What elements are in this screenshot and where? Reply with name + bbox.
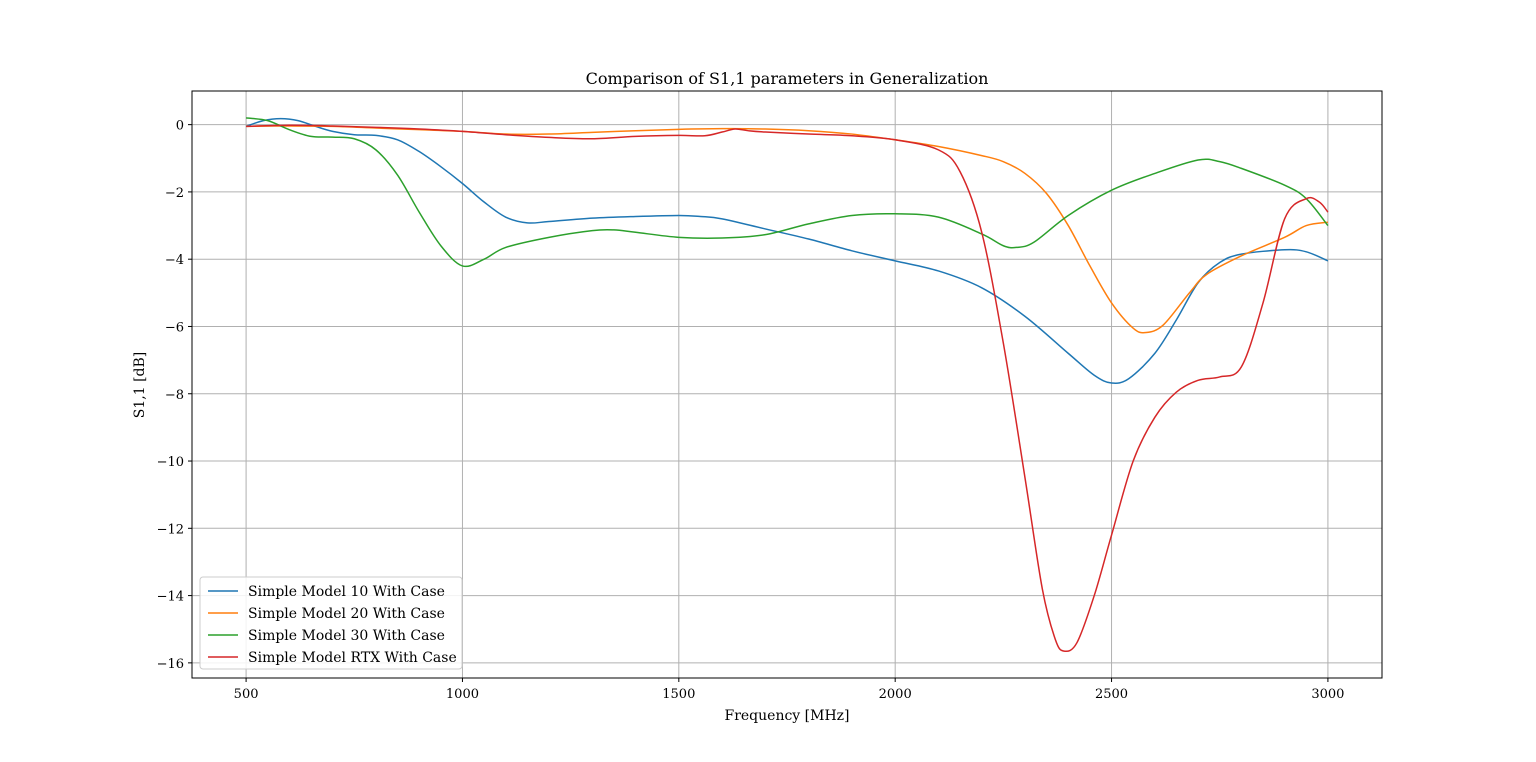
x-tick-label: 2500 [1095, 687, 1128, 702]
series-line-3 [245, 117, 1329, 268]
y-tick-label: 0 [176, 119, 184, 134]
x-tick-label: 1500 [662, 687, 695, 702]
legend-label-4: Simple Model RTX With Case [248, 650, 457, 666]
legend: Simple Model 10 With Case Simple Model 20… [199, 576, 463, 670]
y-tick-label: −12 [157, 522, 184, 537]
x-tick-label: 3000 [1311, 687, 1344, 702]
grid-lines [192, 91, 1382, 678]
x-tick-label: 2000 [879, 687, 912, 702]
series-line-1 [245, 117, 1329, 384]
legend-label-3: Simple Model 30 With Case [248, 628, 445, 644]
x-axis-label: Frequency [MHz] [724, 708, 849, 724]
y-tick-label: −14 [157, 590, 184, 605]
series-line-4 [246, 124, 1329, 653]
series-lines [245, 117, 1329, 653]
y-tick-label: −16 [157, 657, 184, 672]
y-tick-label: −6 [165, 320, 184, 335]
y-tick-label: −10 [157, 455, 184, 470]
legend-label-1: Simple Model 10 With Case [248, 584, 445, 600]
axis-ticks: 500 1000 1500 2000 2500 3000 0 −2 −4 −6 −8 −10 −12 −1… [157, 119, 1345, 702]
plot-frame [191, 90, 1383, 679]
x-tick-label: 1000 [446, 687, 479, 702]
legend-box [199, 576, 463, 670]
x-tick-label: 500 [234, 687, 259, 702]
y-tick-label: −2 [165, 186, 184, 201]
legend-label-2: Simple Model 20 With Case [248, 606, 445, 622]
y-tick-label: −4 [165, 253, 184, 268]
y-tick-label: −8 [165, 388, 184, 403]
chart-title: Comparison of S1,1 parameters in General… [586, 69, 989, 88]
y-axis-label: S1,1 [dB] [132, 352, 148, 418]
